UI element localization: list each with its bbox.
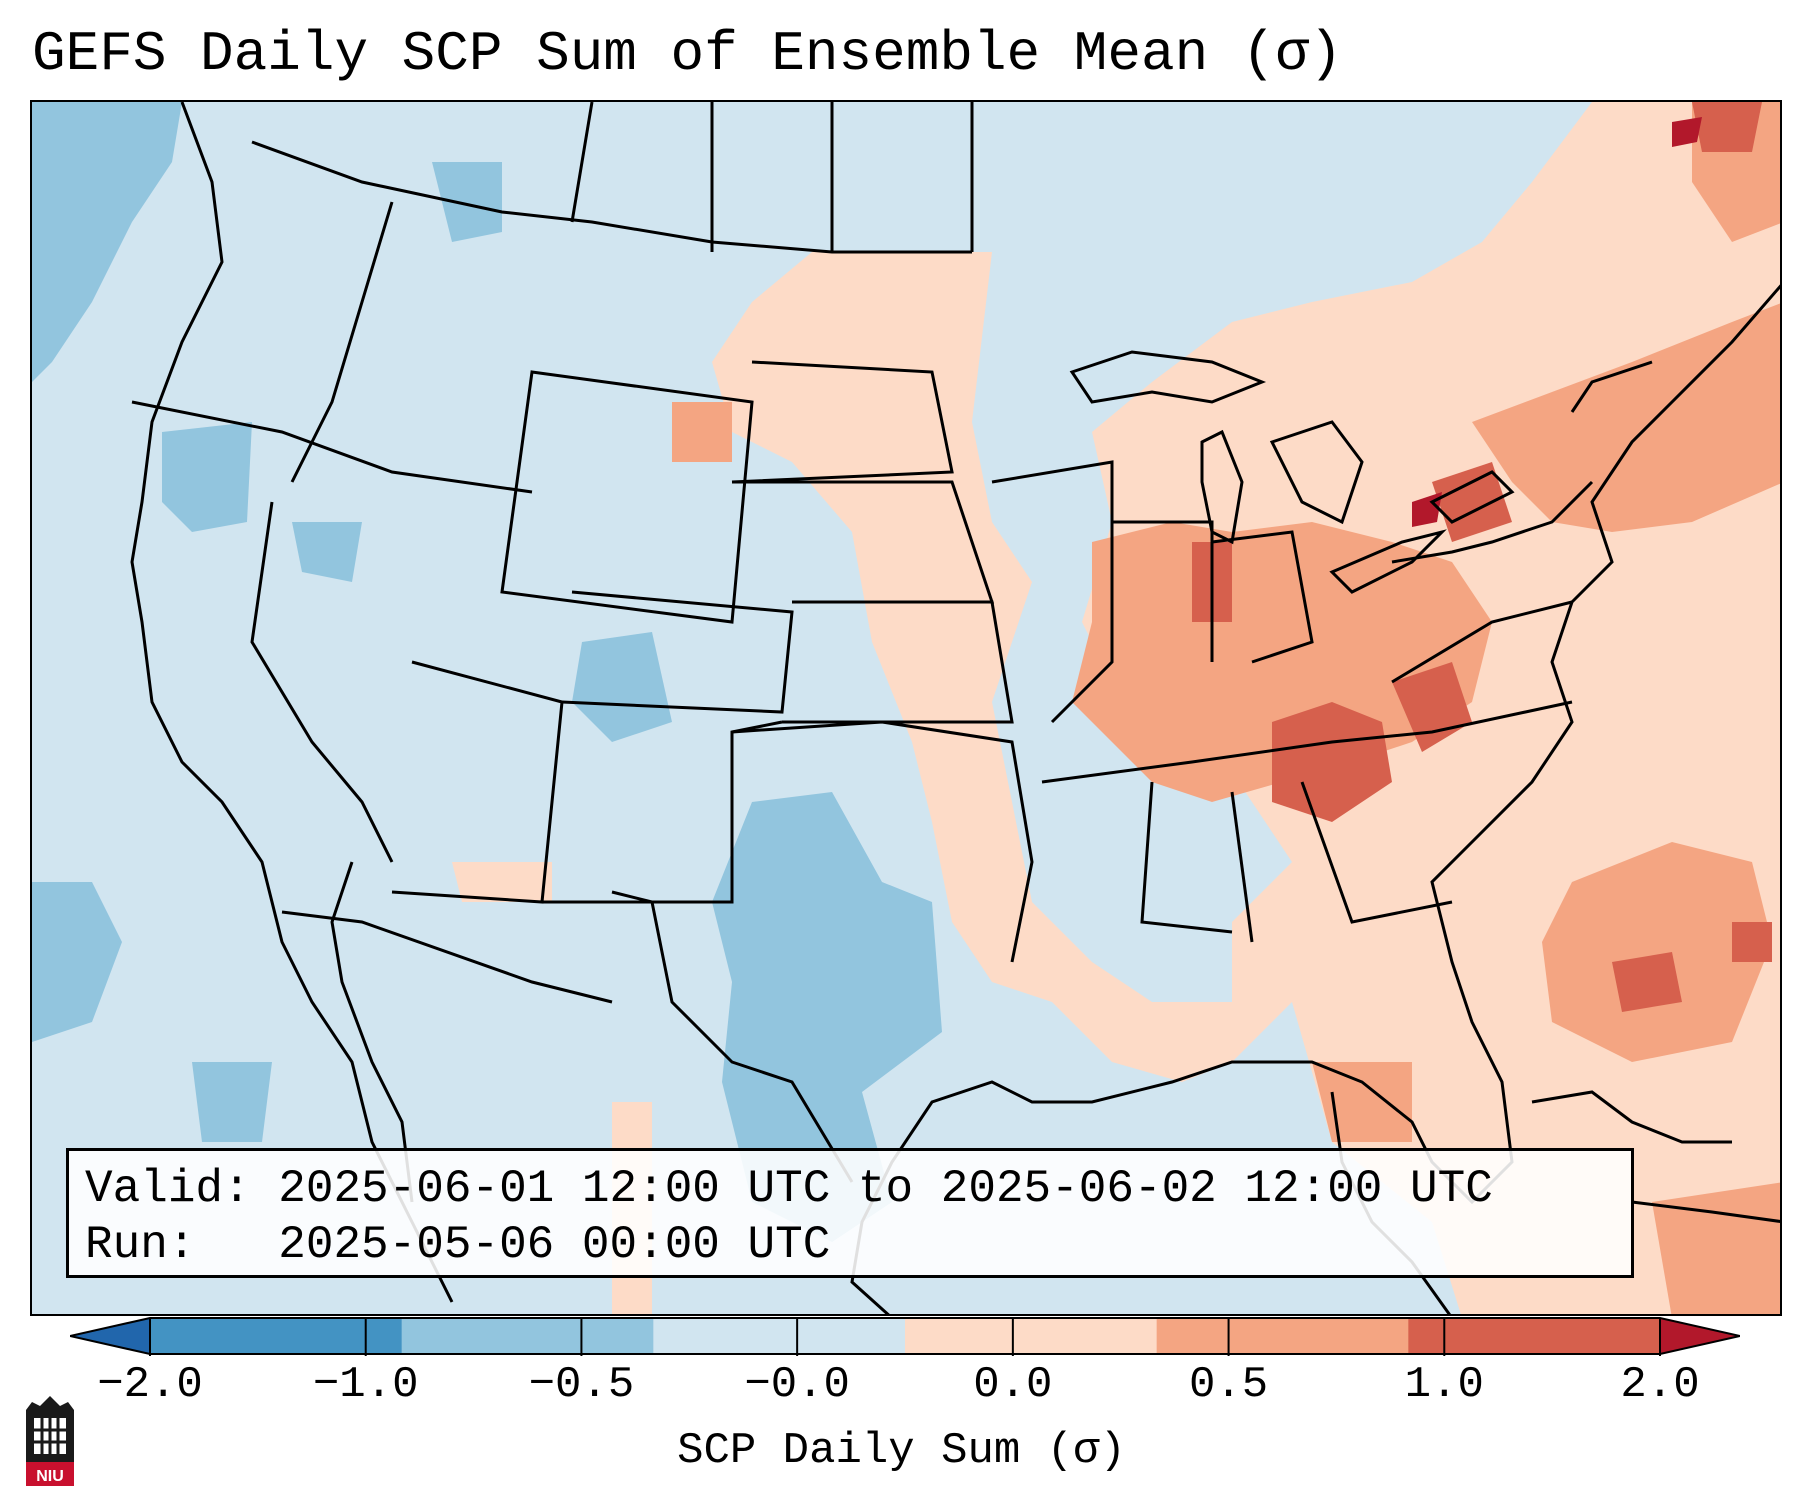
- colorbar-segments: [150, 1318, 1661, 1354]
- colorbar: [70, 1317, 1740, 1356]
- colorbar-segment: [401, 1318, 654, 1354]
- great-lakes: [1069, 350, 1515, 594]
- colorbar-segment: [905, 1318, 1158, 1354]
- colorbar-tick-label: −0.0: [744, 1360, 850, 1410]
- colorbar-tick-label: −1.0: [312, 1360, 419, 1410]
- map-title: GEFS Daily SCP Sum of Ensemble Mean (σ): [32, 22, 1343, 86]
- colorbar-label: SCP Daily Sum (σ): [677, 1426, 1126, 1476]
- scp-anomaly-map[interactable]: [32, 102, 1782, 1316]
- map-panel[interactable]: [30, 100, 1782, 1316]
- colorbar-tick-label: 1.0: [1404, 1360, 1484, 1410]
- colorbar-segment: [653, 1318, 906, 1354]
- colorbar-tick-label: −2.0: [97, 1360, 203, 1410]
- colorbar-segment: [1408, 1318, 1661, 1354]
- colorbar-tick-label: 0.5: [1188, 1360, 1269, 1410]
- niu-logo-text: NIU: [36, 1468, 64, 1485]
- colorbar-extend-high: [1660, 1318, 1740, 1354]
- validity-info-box: Valid: 2025-06-01 12:00 UTC to 2025-06-0…: [66, 1148, 1634, 1278]
- run-time-text: Run: 2025-05-06 00:00 UTC: [85, 1219, 831, 1271]
- niu-logo-icon: NIU: [26, 1396, 74, 1486]
- colorbar-tick-label: 2.0: [1620, 1360, 1700, 1410]
- strong-positive-regions: [1192, 102, 1772, 1012]
- colorbar-extend-low: [70, 1318, 150, 1354]
- negative-anomaly-regions: [32, 102, 942, 1242]
- medium-positive-regions: [672, 102, 1780, 1314]
- colorbar-segment: [1156, 1318, 1409, 1354]
- colorbar-ticks: [70, 1317, 1740, 1356]
- valid-time-text: Valid: 2025-06-01 12:00 UTC to 2025-06-0…: [85, 1163, 1493, 1215]
- state-borders: [131, 102, 1653, 1183]
- colorbar-segment: [150, 1318, 403, 1354]
- colorbar-tick-label: −0.5: [528, 1360, 635, 1410]
- colorbar-tick-label: 0.0: [973, 1360, 1053, 1410]
